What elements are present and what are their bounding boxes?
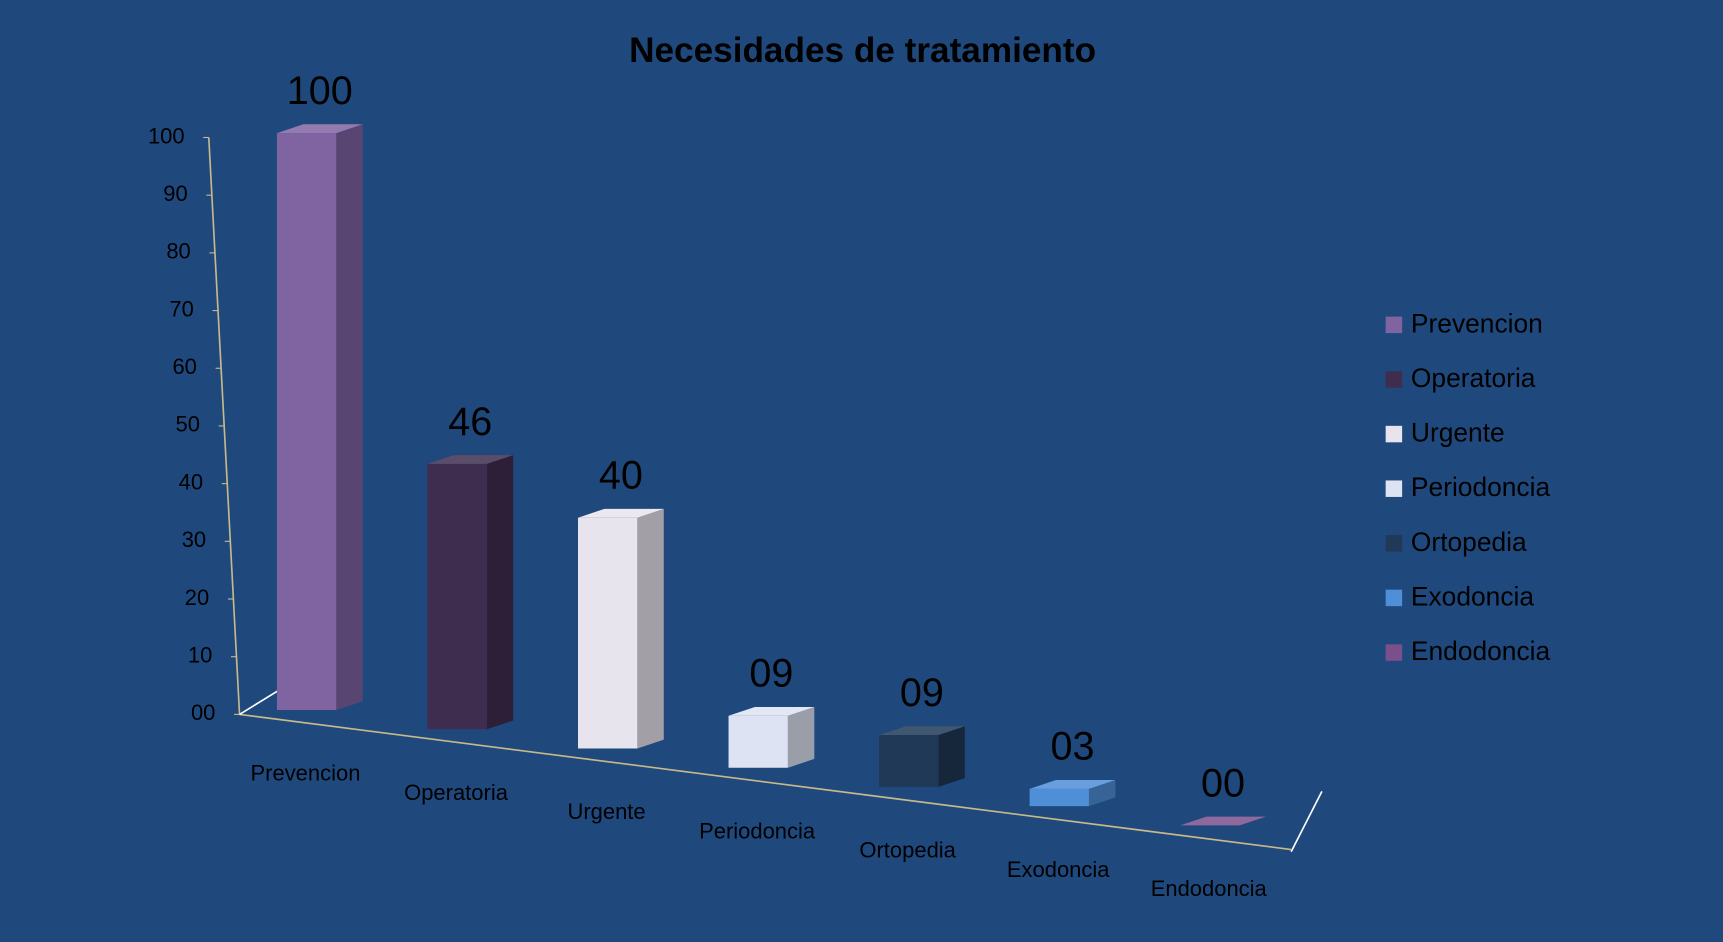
legend-swatch xyxy=(1385,589,1403,607)
floor-edge xyxy=(1290,790,1323,853)
x-tick-label: Endodoncia xyxy=(1151,876,1268,901)
bar-side-shade xyxy=(637,508,664,749)
y-tick-label: 100 xyxy=(148,123,185,148)
bar-top-shade xyxy=(1029,780,1116,789)
legend-label: Periodoncia xyxy=(1411,472,1551,502)
x-tick-label: Ortopedia xyxy=(859,838,956,863)
bar xyxy=(879,734,939,787)
bar xyxy=(728,715,788,768)
value-label: 00 xyxy=(1201,761,1245,805)
value-label: 09 xyxy=(749,652,793,696)
bar-side xyxy=(637,508,664,749)
bar-side xyxy=(486,455,514,730)
bar-top xyxy=(1029,780,1116,789)
legend-swatch xyxy=(1385,644,1403,661)
value-label: 09 xyxy=(900,671,944,715)
bar xyxy=(276,133,337,711)
x-tick-label: Urgente xyxy=(567,799,645,824)
bar-top xyxy=(1180,816,1266,826)
bar-top-shade xyxy=(427,455,514,464)
bar-top xyxy=(879,726,965,735)
bar-top-shade xyxy=(276,124,363,134)
bar-side xyxy=(938,726,965,787)
value-label: 100 xyxy=(287,69,353,113)
legend-label: Ortopedia xyxy=(1411,527,1527,557)
legend-label: Endodoncia xyxy=(1411,636,1551,666)
bar-side xyxy=(787,706,815,768)
value-label: 46 xyxy=(448,400,492,444)
bar-top-shade xyxy=(577,508,664,518)
y-tick-label: 30 xyxy=(182,527,206,552)
legend-label: Operatoria xyxy=(1411,363,1536,393)
y-tick-label: 80 xyxy=(166,239,190,264)
x-tick-label: Operatoria xyxy=(404,780,509,805)
bar-top xyxy=(276,124,363,134)
x-tick-label: Periodoncia xyxy=(699,818,816,843)
y-tick-label: 10 xyxy=(188,643,212,668)
bar-top-shade xyxy=(728,706,815,716)
bar-top xyxy=(577,508,664,518)
legend-swatch xyxy=(1385,371,1403,388)
y-tick-label: 90 xyxy=(163,181,187,206)
chart-title: Necesidades de tratamiento xyxy=(629,31,1096,70)
x-tick-label: Prevencion xyxy=(251,761,361,786)
y-tick-label: 70 xyxy=(169,296,193,321)
x-axis xyxy=(239,713,1292,851)
bar xyxy=(427,463,487,730)
bar-side xyxy=(1088,780,1116,807)
y-tick-label: 40 xyxy=(179,469,203,494)
legend-label: Exodoncia xyxy=(1411,581,1534,611)
bar-top xyxy=(728,706,815,716)
y-tick-label: 50 xyxy=(176,412,200,437)
legend-label: Urgente xyxy=(1411,418,1505,448)
bar-top xyxy=(427,455,514,464)
legend-swatch xyxy=(1385,316,1403,334)
value-label: 03 xyxy=(1050,725,1094,769)
legend-swatch xyxy=(1385,535,1403,552)
bar-side-shade xyxy=(787,706,815,768)
bar-top-shade xyxy=(879,726,965,735)
bar-side-shade xyxy=(486,455,514,730)
bar-side xyxy=(336,124,363,711)
y-tick-label: 00 xyxy=(191,700,215,725)
bar xyxy=(577,517,638,749)
bar xyxy=(1029,788,1089,807)
bar-top-shade xyxy=(1180,816,1266,826)
bar-side-shade xyxy=(1088,780,1116,807)
bar-side-shade xyxy=(336,124,363,711)
y-tick-label: 20 xyxy=(185,585,209,610)
y-tick-label: 60 xyxy=(172,354,196,379)
bar-side-shade xyxy=(938,726,965,787)
legend-swatch xyxy=(1385,425,1403,443)
x-tick-label: Exodoncia xyxy=(1007,857,1110,882)
legend-swatch xyxy=(1385,480,1403,497)
value-label: 40 xyxy=(599,454,643,498)
legend-label: Prevencion xyxy=(1411,308,1543,338)
